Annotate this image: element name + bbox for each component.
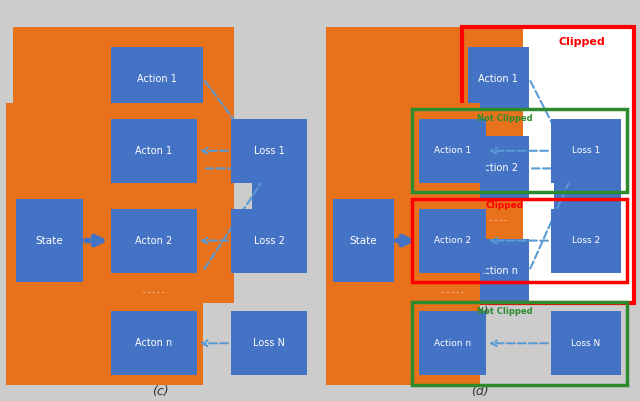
- Text: State: State: [36, 236, 63, 245]
- Bar: [230, 311, 307, 375]
- Bar: [252, 127, 307, 210]
- Bar: [517, 27, 634, 303]
- Bar: [468, 47, 529, 111]
- Text: Action 2: Action 2: [434, 236, 471, 245]
- Text: Action 1: Action 1: [137, 74, 177, 83]
- Text: Action 1: Action 1: [479, 74, 518, 83]
- Bar: [554, 127, 621, 210]
- Text: Loss: Loss: [576, 164, 599, 173]
- Text: Loss 2: Loss 2: [572, 236, 600, 245]
- Bar: [461, 27, 634, 303]
- Bar: [419, 119, 486, 183]
- Bar: [412, 199, 627, 282]
- Text: Loss N: Loss N: [572, 339, 600, 348]
- Bar: [6, 103, 203, 385]
- Bar: [335, 127, 403, 210]
- Text: Action 1: Action 1: [434, 146, 471, 155]
- Text: Acton 2: Acton 2: [135, 236, 173, 245]
- Bar: [333, 199, 394, 282]
- Bar: [326, 103, 480, 385]
- Bar: [412, 302, 627, 385]
- Text: - - - -: - - - -: [148, 217, 165, 223]
- Text: - - - - -: - - - - -: [143, 289, 164, 295]
- Text: Loss 1: Loss 1: [253, 146, 284, 156]
- Bar: [326, 27, 471, 303]
- Text: Loss 1: Loss 1: [572, 146, 600, 155]
- Bar: [15, 199, 83, 282]
- Bar: [13, 27, 234, 303]
- Bar: [230, 119, 307, 183]
- Bar: [111, 119, 197, 183]
- Bar: [111, 311, 197, 375]
- Text: Action n: Action n: [479, 266, 518, 276]
- Text: Acton n: Acton n: [135, 338, 173, 348]
- Bar: [550, 311, 621, 375]
- Text: Action n: Action n: [434, 339, 471, 348]
- Text: Action n: Action n: [137, 266, 177, 276]
- Bar: [111, 239, 203, 303]
- Text: Action 2: Action 2: [479, 164, 518, 173]
- Bar: [550, 209, 621, 273]
- Text: (c): (c): [152, 385, 168, 398]
- Text: Loss 2: Loss 2: [253, 236, 285, 245]
- Bar: [419, 311, 486, 375]
- Text: (d): (d): [471, 385, 489, 398]
- Text: (a): (a): [151, 306, 169, 319]
- Bar: [468, 239, 529, 303]
- Text: State: State: [38, 164, 67, 173]
- Bar: [412, 109, 627, 192]
- Text: Loss N: Loss N: [253, 338, 285, 348]
- Bar: [111, 136, 203, 200]
- Text: State: State: [349, 236, 377, 245]
- Text: State: State: [356, 164, 383, 173]
- Text: Acton 1: Acton 1: [135, 146, 172, 156]
- Bar: [19, 127, 86, 210]
- Bar: [230, 209, 307, 273]
- Text: Clipped: Clipped: [558, 36, 605, 47]
- Text: Action 2: Action 2: [137, 164, 177, 173]
- Bar: [111, 209, 197, 273]
- Text: Loss: Loss: [268, 164, 291, 173]
- Bar: [461, 27, 523, 303]
- Bar: [468, 136, 529, 200]
- Text: (b): (b): [471, 306, 489, 319]
- Text: - - - -: - - - -: [490, 217, 507, 223]
- Bar: [111, 47, 203, 111]
- Text: Clipped: Clipped: [486, 201, 524, 210]
- Text: Not Clipped: Not Clipped: [477, 114, 532, 123]
- Text: Not Clipped: Not Clipped: [477, 307, 532, 316]
- Text: - - - - -: - - - - -: [442, 289, 463, 295]
- Bar: [550, 119, 621, 183]
- Bar: [419, 209, 486, 273]
